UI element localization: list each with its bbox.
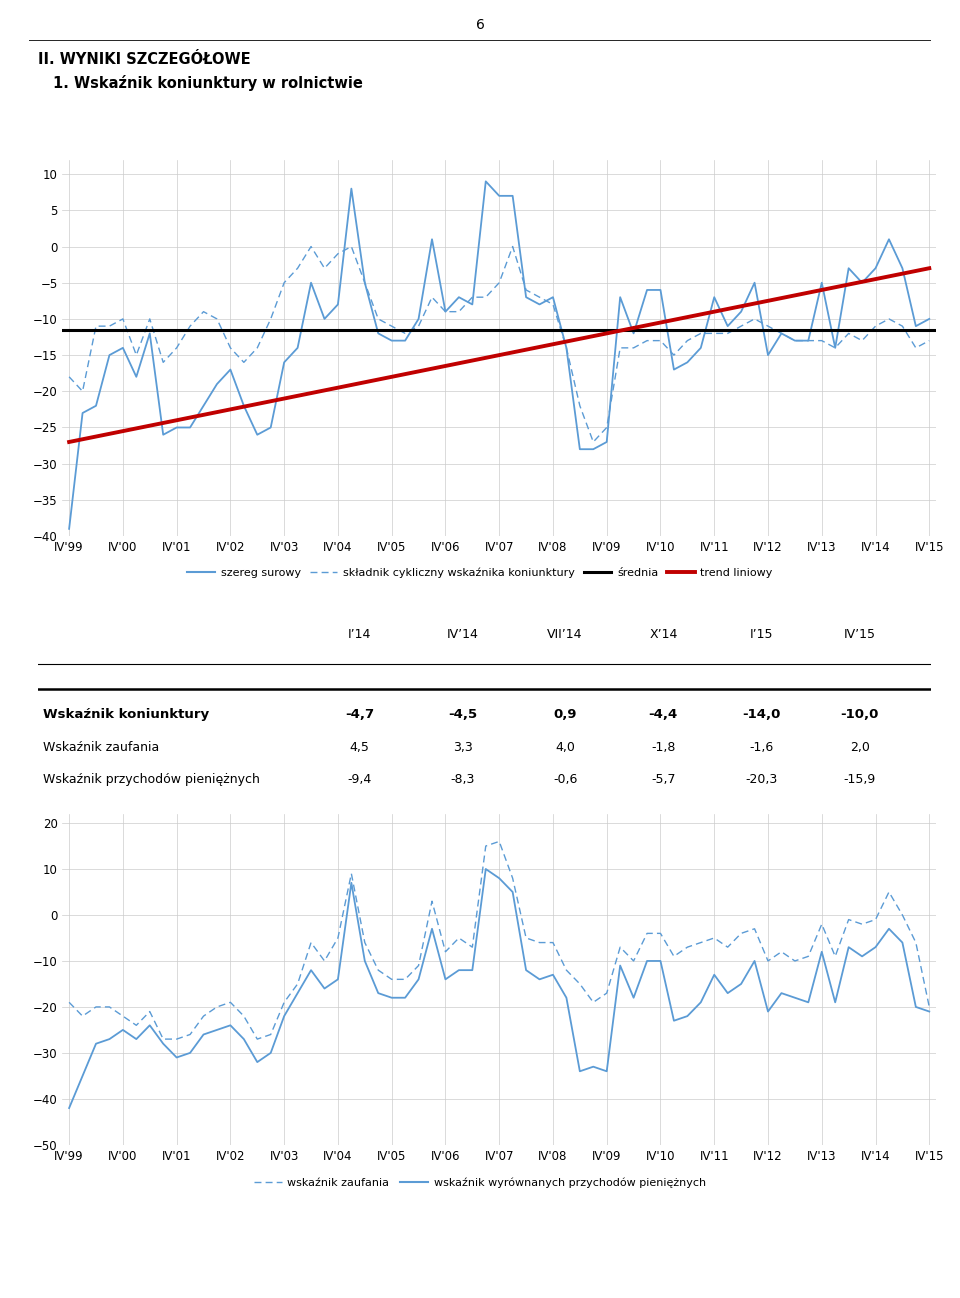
Text: -1,8: -1,8 <box>651 741 676 754</box>
Text: -4,7: -4,7 <box>346 707 374 720</box>
Text: 4,0: 4,0 <box>555 741 575 754</box>
Text: 3,3: 3,3 <box>452 741 472 754</box>
Text: -20,3: -20,3 <box>746 774 778 787</box>
Text: -14,0: -14,0 <box>742 707 780 720</box>
Text: II. WYNIKI SZCZEGÓŁOWE: II. WYNIKI SZCZEGÓŁOWE <box>38 52 251 67</box>
Text: Wskaźnik przychodów pieniężnych: Wskaźnik przychodów pieniężnych <box>43 774 260 787</box>
Text: IV’15: IV’15 <box>844 628 876 641</box>
Text: 4,5: 4,5 <box>349 741 370 754</box>
Text: X’14: X’14 <box>649 628 678 641</box>
Legend: wskaźnik zaufania, wskaźnik wyrównanych przychodów pieniężnych: wskaźnik zaufania, wskaźnik wyrównanych … <box>250 1173 710 1192</box>
Text: I’14: I’14 <box>348 628 372 641</box>
Text: -0,6: -0,6 <box>553 774 577 787</box>
Text: 1. Wskaźnik koniunktury w rolnictwie: 1. Wskaźnik koniunktury w rolnictwie <box>53 75 363 91</box>
Text: -5,7: -5,7 <box>651 774 676 787</box>
Text: 2,0: 2,0 <box>850 741 870 754</box>
Text: VII’14: VII’14 <box>547 628 583 641</box>
Text: I’15: I’15 <box>750 628 774 641</box>
Text: Wskaźnik zaufania: Wskaźnik zaufania <box>43 741 159 754</box>
Text: -4,5: -4,5 <box>448 707 477 720</box>
Text: 6: 6 <box>475 17 485 31</box>
Text: -4,4: -4,4 <box>649 707 678 720</box>
Text: -10,0: -10,0 <box>841 707 879 720</box>
Text: 0,9: 0,9 <box>553 707 577 720</box>
Text: Wskaźnik koniunktury: Wskaźnik koniunktury <box>43 707 209 720</box>
Legend: szereg surowy, składnik cykliczny wskaźnika koniunktury, średnia, trend liniowy: szereg surowy, składnik cykliczny wskaźn… <box>182 563 778 582</box>
Text: -8,3: -8,3 <box>450 774 474 787</box>
Text: -1,6: -1,6 <box>750 741 774 754</box>
Text: -9,4: -9,4 <box>348 774 372 787</box>
Text: -15,9: -15,9 <box>844 774 876 787</box>
Text: IV’14: IV’14 <box>446 628 478 641</box>
